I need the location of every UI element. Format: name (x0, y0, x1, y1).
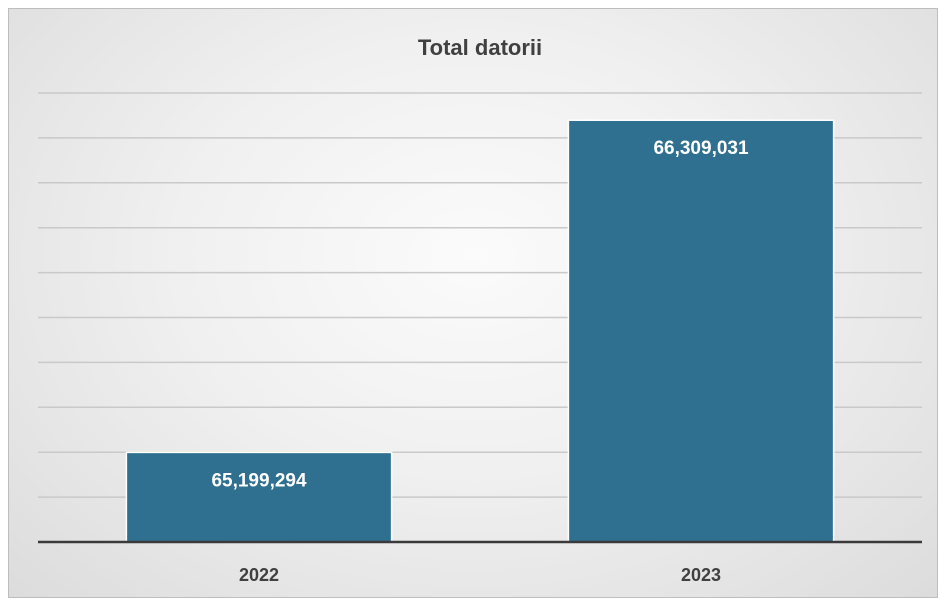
x-tick-label: 2023 (681, 565, 721, 585)
bar-2022 (125, 451, 393, 543)
x-tick-label: 2022 (239, 565, 279, 585)
data-label: 66,309,031 (653, 138, 749, 159)
bar-2023 (567, 119, 835, 543)
chart-title: Total datorii (418, 35, 542, 60)
data-label: 65,199,294 (211, 470, 307, 491)
x-tick-labels: 2022 2023 (239, 565, 721, 585)
